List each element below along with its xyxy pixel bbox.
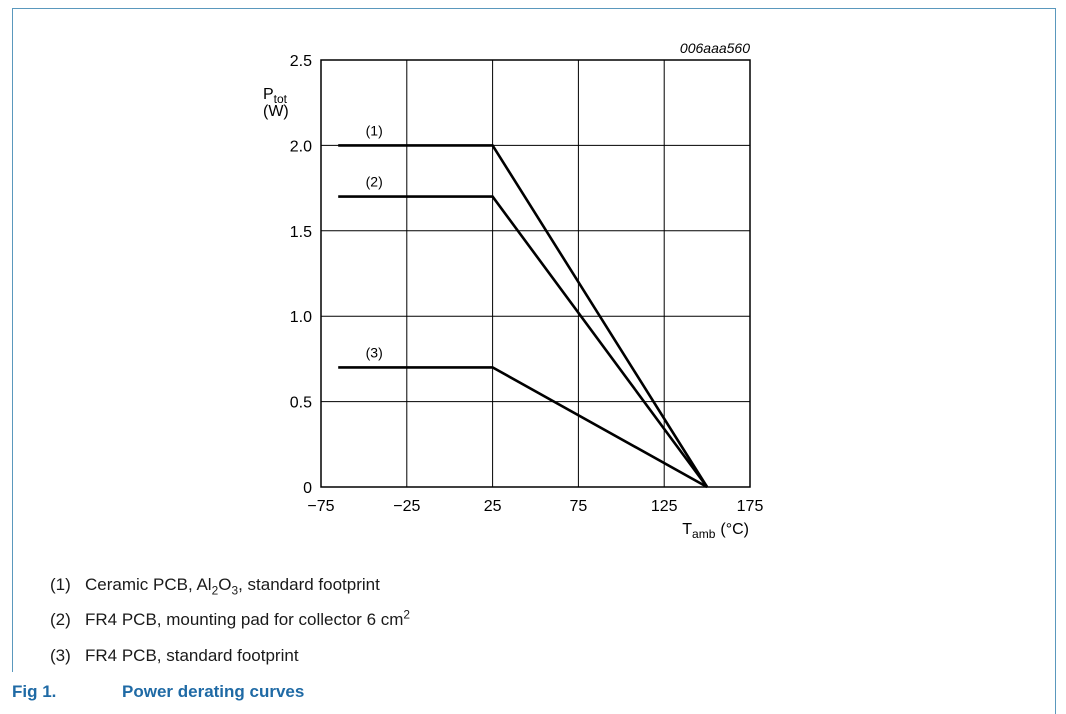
figure-frame-right <box>1055 8 1056 714</box>
figure-title: Power derating curves <box>122 682 305 701</box>
y-tick-label: 2.5 <box>290 53 312 70</box>
y-tick-label: 1.0 <box>290 309 312 326</box>
plot-area: (1) (2) (3) −75 −25 25 75 125 175 0 0.5 1.0 1.5 2.0 2.… <box>290 53 764 515</box>
plot-frame <box>320 59 751 488</box>
x-axis-symbol: T <box>682 521 692 538</box>
x-tick-label: 25 <box>484 498 502 515</box>
legend-text-part: FR4 PCB, mounting pad for collector 6 cm <box>85 610 404 629</box>
legend-text-2: FR4 PCB, mounting pad for collector 6 cm… <box>85 607 411 630</box>
y-tick-label: 1.5 <box>290 224 312 241</box>
y-tick-label: 0.5 <box>290 395 312 412</box>
legend-marker-3: (3) <box>50 646 71 665</box>
y-tick-label: 0 <box>303 480 312 497</box>
x-tick-label: 175 <box>737 498 764 515</box>
figure-number: Fig 1. <box>12 682 57 701</box>
figure-code: 006aaa560 <box>680 40 750 56</box>
x-tick-label: −25 <box>393 498 420 515</box>
legend-text-superscript: 2 <box>403 607 411 622</box>
power-derating-chart: 006aaa560 Ptot (W) Tamb (°C) (1) (2) (3) −75… <box>263 40 764 541</box>
legend-text-1: Ceramic PCB, Al2O3, standard footprint <box>85 575 380 598</box>
x-axis-subscript: amb <box>692 527 716 541</box>
legend-text-part: , standard footprint <box>238 575 380 594</box>
legend-text-subscript: 3 <box>231 583 239 598</box>
legend-text-part: Ceramic PCB, Al <box>85 575 212 594</box>
x-tick-label: 125 <box>651 498 678 515</box>
legend-marker-1: (1) <box>50 575 71 594</box>
y-axis-unit: (W) <box>263 103 289 120</box>
x-axis-unit: (°C) <box>720 521 749 538</box>
x-tick-label: −75 <box>307 498 334 515</box>
series-line-1 <box>338 144 709 488</box>
legend-text-3: FR4 PCB, standard footprint <box>85 646 299 666</box>
series-line-3 <box>338 366 708 489</box>
y-axis-subscript: tot <box>274 92 288 106</box>
legend-text-part: FR4 PCB, standard footprint <box>85 646 299 665</box>
series-label-1: (1) <box>366 122 383 138</box>
y-axis-symbol: P <box>263 86 274 103</box>
series-label-2: (2) <box>366 174 383 190</box>
series-label-3: (3) <box>366 344 383 360</box>
legend-marker-2: (2) <box>50 610 71 629</box>
x-tick-label: 75 <box>570 498 588 515</box>
legend-text-part: O <box>218 575 232 594</box>
legend-text-subscript: 2 <box>211 583 219 598</box>
legend-item-2: (2) FR4 PCB, mounting pad for collector … <box>0 607 1000 630</box>
y-axis-label: Ptot <box>263 86 288 106</box>
legend-item-1: (1) Ceramic PCB, Al2O3, standard footpri… <box>0 575 1000 598</box>
x-axis-label: Tamb (°C) <box>682 521 749 541</box>
figure-frame-top <box>12 8 1056 9</box>
figure-frame-left <box>12 8 13 672</box>
legend-item-3: (3) FR4 PCB, standard footprint <box>0 646 1000 666</box>
figure-caption: Fig 1. Power derating curves <box>0 681 1000 703</box>
series-line-2 <box>338 195 709 488</box>
y-tick-label: 2.0 <box>290 138 312 155</box>
